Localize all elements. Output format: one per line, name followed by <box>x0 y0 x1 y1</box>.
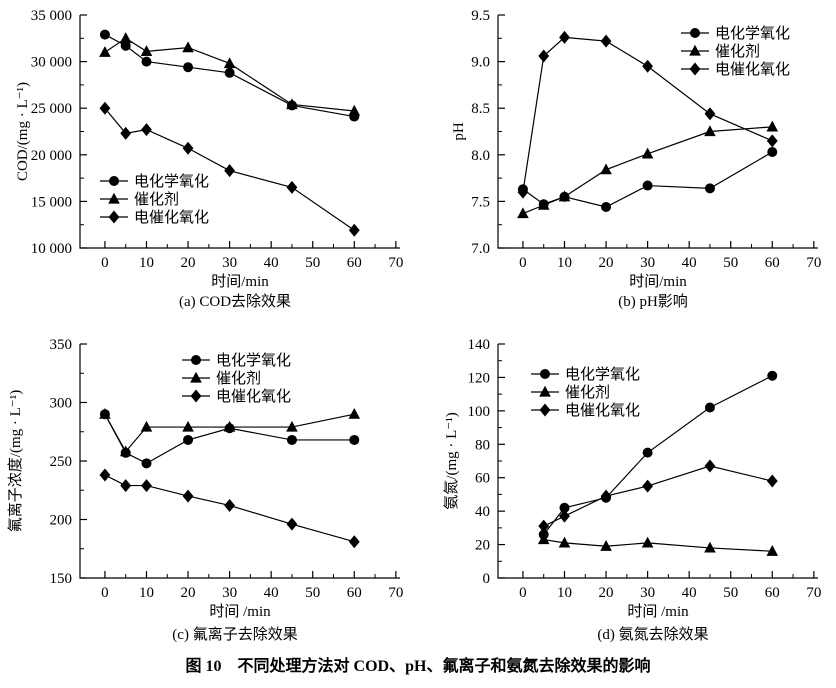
svg-text:20: 20 <box>475 538 490 554</box>
svg-text:(c) 氟离子去除效果: (c) 氟离子去除效果 <box>172 626 297 643</box>
svg-text:150: 150 <box>50 571 73 587</box>
svg-text:40: 40 <box>475 504 490 520</box>
svg-text:30: 30 <box>222 585 237 601</box>
svg-text:30: 30 <box>222 255 237 271</box>
svg-text:(a) COD去除效果: (a) COD去除效果 <box>179 293 291 310</box>
svg-text:60: 60 <box>765 255 780 271</box>
subplot-b-ph-effect: 0 10 20 30 40 50 60 70 7.0 7.5 8.0 8.5 9.0 9.5 pH 时间/mi… <box>418 0 836 317</box>
svg-text:10: 10 <box>557 585 572 601</box>
svg-text:10: 10 <box>557 255 572 271</box>
svg-text:(b) pH影响: (b) pH影响 <box>618 293 688 310</box>
svg-text:7.0: 7.0 <box>471 241 490 257</box>
svg-text:电催化氧化: 电催化氧化 <box>216 388 291 405</box>
svg-text:140: 140 <box>468 337 491 353</box>
svg-text:50: 50 <box>723 585 738 601</box>
svg-text:时间 /min: 时间 /min <box>209 603 271 620</box>
svg-text:50: 50 <box>305 585 320 601</box>
svg-text:电催化氧化: 电催化氧化 <box>565 402 640 419</box>
svg-text:电化学氧化: 电化学氧化 <box>565 366 640 383</box>
svg-text:时间 /min: 时间 /min <box>627 603 689 620</box>
svg-text:200: 200 <box>50 513 73 529</box>
svg-text:9.5: 9.5 <box>471 8 490 24</box>
svg-text:7.5: 7.5 <box>471 194 490 210</box>
svg-text:电化学氧化: 电化学氧化 <box>715 25 790 42</box>
svg-text:0: 0 <box>101 255 109 271</box>
svg-text:20: 20 <box>181 255 196 271</box>
figure-caption: 图 10 不同处理方法对 COD、pH、氟离子和氨氮去除效果的影响 <box>185 658 651 675</box>
svg-text:10 000: 10 000 <box>31 241 72 257</box>
svg-text:35 000: 35 000 <box>31 8 72 24</box>
subplot-c-fluoride-removal: 0 10 20 30 40 50 60 70 150 200 250 300 350 氟离子浓度/(mg … <box>0 322 418 657</box>
subplot-a-cod-removal: 0 10 20 30 40 50 60 70 10 000 15 000 20 000 25 000 3… <box>0 0 418 317</box>
svg-text:40: 40 <box>264 255 279 271</box>
svg-text:70: 70 <box>388 255 403 271</box>
svg-text:0: 0 <box>101 585 109 601</box>
svg-text:电化学氧化: 电化学氧化 <box>216 352 291 369</box>
svg-text:70: 70 <box>806 255 821 271</box>
svg-text:40: 40 <box>682 585 697 601</box>
svg-text:催化剂: 催化剂 <box>715 43 760 60</box>
svg-text:催化剂: 催化剂 <box>134 191 179 208</box>
svg-text:催化剂: 催化剂 <box>565 384 610 401</box>
svg-text:70: 70 <box>806 585 821 601</box>
svg-text:0: 0 <box>519 585 527 601</box>
svg-text:30: 30 <box>640 585 655 601</box>
svg-text:60: 60 <box>765 585 780 601</box>
svg-text:50: 50 <box>723 255 738 271</box>
svg-text:70: 70 <box>388 585 403 601</box>
svg-text:0: 0 <box>519 255 527 271</box>
svg-text:氨氮/(mg · L⁻¹): 氨氮/(mg · L⁻¹) <box>443 412 460 509</box>
svg-text:300: 300 <box>50 396 73 412</box>
svg-text:15 000: 15 000 <box>31 194 72 210</box>
svg-text:电催化氧化: 电催化氧化 <box>134 209 209 226</box>
svg-text:350: 350 <box>50 337 73 353</box>
svg-text:催化剂: 催化剂 <box>216 370 261 387</box>
svg-text:pH: pH <box>451 122 467 141</box>
svg-text:25 000: 25 000 <box>31 101 72 117</box>
svg-text:30: 30 <box>640 255 655 271</box>
svg-text:20: 20 <box>599 585 614 601</box>
svg-text:50: 50 <box>305 255 320 271</box>
svg-text:0: 0 <box>483 571 491 587</box>
svg-text:时间/min: 时间/min <box>211 273 269 290</box>
svg-text:60: 60 <box>475 471 490 487</box>
svg-text:30 000: 30 000 <box>31 55 72 71</box>
chart-a-cod-removal: 0 10 20 30 40 50 60 70 10 000 15 000 20 000 25 000 3… <box>15 8 403 310</box>
svg-text:20: 20 <box>599 255 614 271</box>
svg-text:120: 120 <box>468 370 491 386</box>
svg-text:电化学氧化: 电化学氧化 <box>134 173 209 190</box>
svg-text:氟离子浓度/(mg · L⁻¹): 氟离子浓度/(mg · L⁻¹) <box>7 390 24 532</box>
svg-text:时间/min: 时间/min <box>629 273 687 290</box>
svg-text:20: 20 <box>181 585 196 601</box>
chart-d-ammonia-removal: 0 10 20 30 40 50 60 70 0 20 40 60 80 100 120 140 氨氮/(mg … <box>443 337 821 643</box>
svg-text:COD/(mg · L⁻¹): COD/(mg · L⁻¹) <box>15 82 31 181</box>
svg-text:10: 10 <box>139 255 154 271</box>
svg-text:40: 40 <box>682 255 697 271</box>
svg-text:8.5: 8.5 <box>471 101 490 117</box>
svg-text:60: 60 <box>347 585 362 601</box>
svg-text:20 000: 20 000 <box>31 148 72 164</box>
svg-text:电催化氧化: 电催化氧化 <box>715 61 790 78</box>
chart-c-fluoride-removal: 0 10 20 30 40 50 60 70 150 200 250 300 350 氟离子浓度/(mg … <box>7 337 403 643</box>
svg-text:9.0: 9.0 <box>471 55 490 71</box>
svg-text:60: 60 <box>347 255 362 271</box>
chart-b-ph-effect: 0 10 20 30 40 50 60 70 7.0 7.5 8.0 8.5 9.0 9.5 pH 时间/mi… <box>451 8 821 310</box>
subplot-d-ammonia-removal: 0 10 20 30 40 50 60 70 0 20 40 60 80 100 120 140 氨氮/(mg … <box>418 322 836 657</box>
svg-text:10: 10 <box>139 585 154 601</box>
svg-text:(d) 氨氮去除效果: (d) 氨氮去除效果 <box>597 626 708 643</box>
svg-text:40: 40 <box>264 585 279 601</box>
svg-text:100: 100 <box>468 404 491 420</box>
svg-text:250: 250 <box>50 454 73 470</box>
svg-text:80: 80 <box>475 437 490 453</box>
svg-text:8.0: 8.0 <box>471 148 490 164</box>
